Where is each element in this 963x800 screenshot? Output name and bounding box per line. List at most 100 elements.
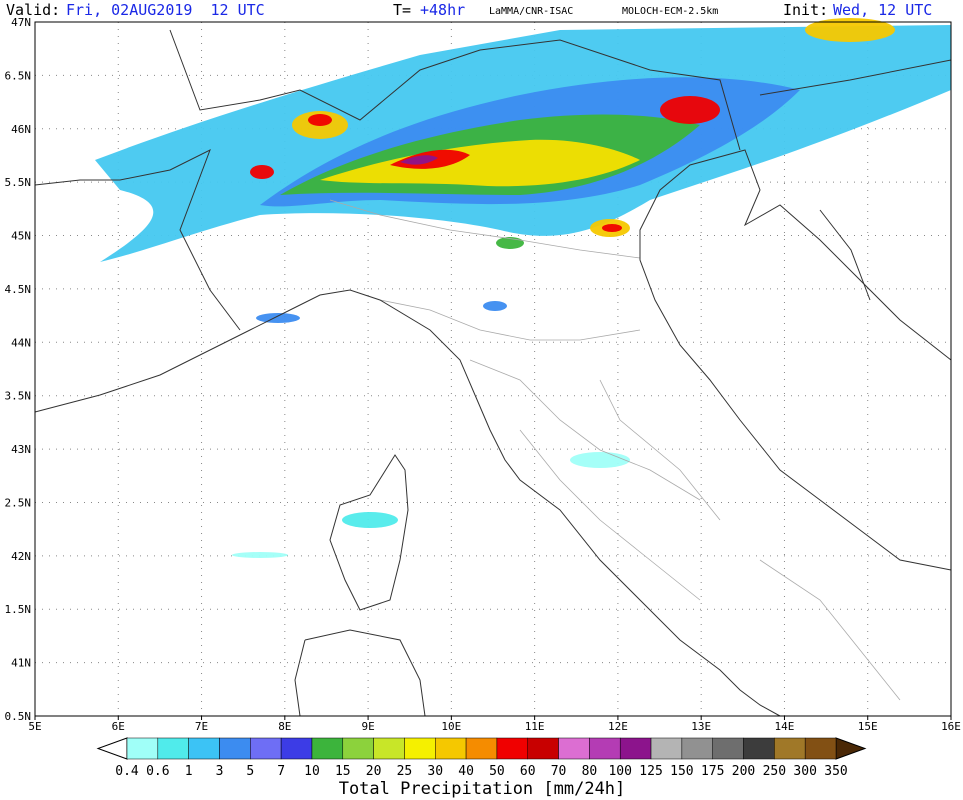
colorbar-segment — [774, 737, 806, 760]
colorbar-segment — [465, 737, 498, 760]
colorbar-segment — [373, 737, 405, 760]
lat-label: 0.5N — [5, 710, 32, 723]
colorbar-segment — [126, 737, 159, 760]
rain-area — [805, 18, 895, 42]
map — [34, 18, 952, 717]
colorbar-label: 150 — [670, 764, 693, 779]
lon-label: 13E — [691, 720, 711, 733]
colorbar-label: 250 — [763, 764, 786, 779]
valid-label: Valid: — [6, 1, 60, 19]
rain-area — [483, 301, 507, 311]
rain-area — [400, 155, 438, 165]
colorbar: 0.4 0.6 1 3 5 7 10 15 20 25 30 40 50 60 70 80 100 125 150 1… — [96, 737, 867, 779]
lat-label: 44N — [11, 336, 31, 349]
colorbar-label: 60 — [520, 764, 536, 779]
rain-area — [660, 96, 720, 124]
lat-label: 42N — [11, 550, 31, 563]
rain-area — [256, 313, 300, 323]
colorbar-label: 1 — [185, 764, 193, 779]
lat-label: 5.5N — [5, 176, 32, 189]
colorbar-label: 125 — [639, 764, 662, 779]
lon-label: 10E — [441, 720, 461, 733]
lat-label: 41N — [11, 657, 31, 670]
colorbar-label: 0.6 — [146, 764, 169, 779]
rain-area — [602, 224, 622, 232]
borders — [329, 199, 901, 701]
rain-area — [570, 452, 630, 468]
colorbar-label: 10 — [304, 764, 320, 779]
center: LaMMA/CNR-ISAC — [489, 6, 573, 17]
colorbar-segment — [558, 737, 590, 760]
coastlines — [34, 29, 952, 717]
colorbar-label: 100 — [608, 764, 631, 779]
colorbar-over — [835, 737, 867, 760]
colorbar-segment — [619, 737, 652, 760]
colorbar-label: 175 — [701, 764, 724, 779]
colorbar-label: 200 — [732, 764, 755, 779]
lat-label: 45N — [11, 230, 31, 243]
rain-area — [342, 512, 398, 528]
colorbar-label: 40 — [458, 764, 474, 779]
colorbar-segment — [527, 737, 559, 760]
lat-label: 46N — [11, 123, 31, 136]
lon-label: 15E — [858, 720, 878, 733]
init-time: Wed, 12 UTC — [833, 1, 932, 19]
lat-label: 4.5N — [5, 283, 32, 296]
colorbar-label: 50 — [489, 764, 505, 779]
colorbar-label: 3 — [216, 764, 224, 779]
precipitation — [95, 18, 951, 558]
lead-time: +48hr — [420, 1, 465, 19]
rain-area — [308, 114, 332, 126]
colorbar-segment — [157, 737, 189, 760]
lon-label: 8E — [278, 720, 291, 733]
colorbar-segment — [435, 737, 467, 760]
colorbar-segment — [650, 737, 683, 760]
lat-label: 47N — [11, 16, 31, 29]
lon-label: 6E — [112, 720, 125, 733]
lon-label: 7E — [195, 720, 208, 733]
colorbar-segment — [681, 737, 713, 760]
colorbar-segment — [250, 737, 282, 760]
colorbar-label: 20 — [366, 764, 382, 779]
colorbar-segment — [219, 737, 251, 760]
colorbar-segment — [496, 737, 528, 760]
lon-label: 5E — [28, 720, 41, 733]
rain-area — [250, 165, 274, 179]
lat-label: 3.5N — [5, 390, 32, 403]
colorbar-segment — [188, 737, 220, 760]
lon-label: 11E — [525, 720, 545, 733]
lat-label: 43N — [11, 443, 31, 456]
colorbar-label: 15 — [335, 764, 351, 779]
colorbar-segment — [712, 737, 744, 760]
colorbar-label: 5 — [246, 764, 254, 779]
colorbar-label: 30 — [427, 764, 443, 779]
colorbar-label: 7 — [277, 764, 285, 779]
colorbar-label: 300 — [793, 764, 816, 779]
rain-area — [320, 139, 640, 187]
lon-label: 9E — [361, 720, 374, 733]
colorbar-segment — [280, 737, 313, 760]
model: MOLOCH-ECM-2.5km — [622, 6, 718, 17]
colorbar-under — [96, 737, 128, 760]
colorbar-label: 80 — [582, 764, 598, 779]
axes: 5E 6E 7E 8E 9E 10E 11E 12E 13E 14E 15E 16E 47N 6.5N 46… — [5, 16, 961, 733]
lead-label: T= — [393, 1, 411, 19]
colorbar-label: 70 — [551, 764, 567, 779]
lat-label: 1.5N — [5, 603, 32, 616]
lon-label: 12E — [608, 720, 628, 733]
colorbar-segment — [404, 737, 436, 760]
colorbar-label: 25 — [397, 764, 413, 779]
colorbar-segment — [589, 737, 621, 760]
map-frame — [34, 21, 952, 717]
lon-label: 16E — [941, 720, 961, 733]
colorbar-label: 350 — [824, 764, 847, 779]
colorbar-segment — [743, 737, 775, 760]
colorbar-segment — [342, 737, 374, 760]
init-label: Init: — [783, 1, 828, 19]
colorbar-segment — [804, 737, 837, 760]
lat-label: 2.5N — [5, 496, 32, 509]
rain-area — [232, 552, 288, 558]
colorbar-label: 0.4 — [115, 764, 139, 779]
